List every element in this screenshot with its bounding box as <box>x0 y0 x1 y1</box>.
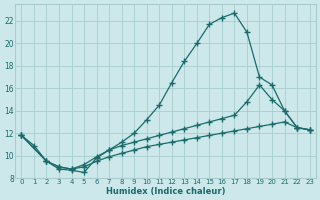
X-axis label: Humidex (Indice chaleur): Humidex (Indice chaleur) <box>106 187 225 196</box>
